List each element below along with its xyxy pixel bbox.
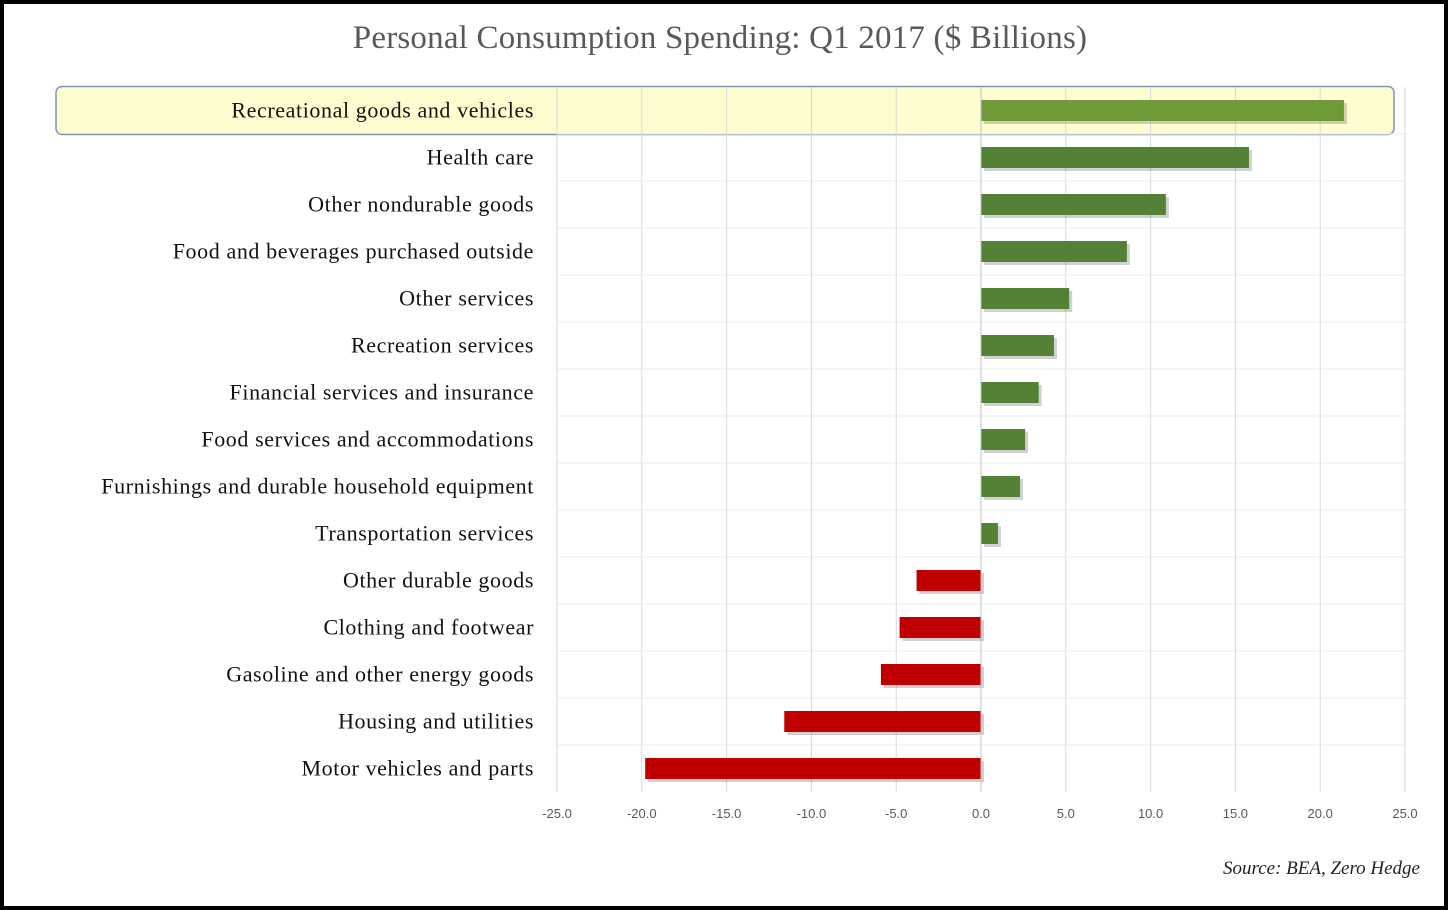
category-label: Other durable goods <box>343 568 534 593</box>
category-label: Health care <box>427 145 534 170</box>
bar <box>981 100 1344 121</box>
bar <box>981 476 1021 497</box>
bar <box>981 241 1127 262</box>
category-label: Motor vehicles and parts <box>301 756 534 781</box>
x-tick-label: -25.0 <box>542 806 572 821</box>
category-label: Recreational goods and vehicles <box>231 98 534 123</box>
bar <box>981 523 998 544</box>
bar <box>916 570 981 591</box>
bar <box>981 382 1039 403</box>
bar <box>645 758 981 779</box>
x-tick-label: 10.0 <box>1138 806 1163 821</box>
bar <box>880 664 981 685</box>
category-label: Gasoline and other energy goods <box>226 662 534 687</box>
category-label: Other services <box>399 286 534 311</box>
bar <box>981 288 1070 309</box>
x-tick-label: 0.0 <box>972 806 990 821</box>
bar <box>981 147 1249 168</box>
category-label: Food and beverages purchased outside <box>173 239 534 264</box>
bar <box>784 711 981 732</box>
category-label: Other nondurable goods <box>308 192 534 217</box>
source-note: Source: BEA, Zero Hedge <box>1223 858 1420 879</box>
x-tick-label: 25.0 <box>1392 806 1417 821</box>
x-tick-label: 15.0 <box>1223 806 1248 821</box>
category-label: Furnishings and durable household equipm… <box>101 474 534 499</box>
category-label: Food services and accommodations <box>201 427 534 452</box>
bar <box>981 335 1054 356</box>
x-tick-label: 5.0 <box>1057 806 1075 821</box>
category-label: Recreation services <box>351 333 534 358</box>
bar <box>981 429 1026 450</box>
category-label: Financial services and insurance <box>230 380 534 405</box>
category-label: Transportation services <box>315 521 534 546</box>
category-label: Clothing and footwear <box>323 615 534 640</box>
chart-title: Personal Consumption Spending: Q1 2017 (… <box>352 20 1088 56</box>
bar <box>899 617 981 638</box>
category-label: Housing and utilities <box>338 709 534 734</box>
bar <box>981 194 1166 215</box>
x-tick-label: -20.0 <box>627 806 657 821</box>
x-tick-label: -5.0 <box>885 806 907 821</box>
x-tick-label: -10.0 <box>797 806 827 821</box>
x-tick-label: 20.0 <box>1308 806 1333 821</box>
x-tick-label: -15.0 <box>712 806 742 821</box>
